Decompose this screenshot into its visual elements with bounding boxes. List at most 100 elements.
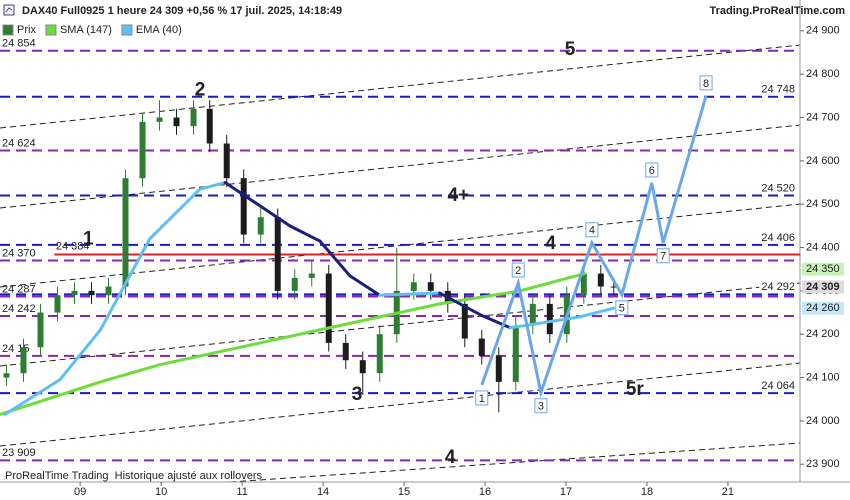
candle-body — [156, 117, 163, 122]
x-tick-label: 17 — [560, 486, 572, 498]
x-tick-label: 18 — [641, 486, 653, 498]
channel-line — [0, 44, 801, 129]
y-tick-label: 24 500 — [806, 198, 840, 210]
y-tick-label: 24 900 — [806, 25, 840, 37]
indicator-segment — [528, 315, 582, 327]
indicator-segment — [158, 345, 242, 367]
projection-label: 3 — [538, 401, 544, 413]
level-label: 23 909 — [2, 447, 36, 459]
candle-body — [223, 143, 230, 179]
level-label: 24 854 — [2, 38, 36, 50]
candle-body — [410, 282, 417, 291]
candle-body — [54, 295, 61, 313]
wave-label: 1 — [83, 229, 94, 250]
candle-body — [325, 273, 332, 343]
footer: ProRealTime Trading Historique ajusté au… — [5, 470, 262, 482]
wave-label: 3 — [352, 384, 363, 405]
level-label-bg — [759, 182, 797, 195]
instrument-icon — [3, 4, 15, 16]
candle-body — [20, 347, 27, 374]
indicator-segment — [58, 328, 102, 382]
candle-body — [206, 108, 213, 144]
level-label: 24 064 — [761, 380, 795, 392]
candle-body — [610, 286, 617, 288]
candle-body — [190, 108, 197, 127]
level-label: 24 287 — [2, 283, 36, 295]
candle-body — [342, 342, 349, 361]
level-label-bg — [759, 380, 797, 393]
indicator-segment — [318, 239, 352, 278]
indicator-segment — [378, 291, 442, 297]
projection-label: 1 — [479, 393, 485, 405]
indicator-segment — [438, 291, 482, 317]
projection-box — [656, 248, 670, 264]
indicator-segment — [3, 378, 62, 416]
indicator-segment — [223, 181, 292, 228]
level-label: 24 292 — [761, 281, 795, 293]
level-label-bg — [759, 83, 797, 96]
candle-body — [597, 273, 604, 287]
candle-body — [495, 355, 502, 382]
projection-box — [511, 262, 525, 278]
projection-box — [585, 222, 599, 238]
candle-body — [122, 178, 129, 287]
y-tick-label: 24 100 — [806, 371, 840, 383]
last-value-label: 24 309 — [806, 281, 840, 293]
last-value-box — [802, 262, 844, 276]
channel-line — [229, 442, 801, 483]
legend-label: Prix — [17, 24, 36, 36]
candle-body — [529, 303, 536, 326]
candle-body — [580, 273, 587, 296]
projection-box — [534, 398, 548, 414]
legend-label: EMA (40) — [136, 24, 182, 36]
x-tick-label: 15 — [398, 486, 410, 498]
last-value-label: 24 260 — [806, 302, 840, 314]
projection-label: 5 — [619, 303, 625, 315]
legend-swatch — [121, 24, 133, 36]
wave-label: 2 — [195, 80, 206, 101]
candle-body — [105, 286, 112, 296]
candle-body — [240, 178, 247, 235]
projection-label: 4 — [589, 225, 595, 237]
y-tick-label: 24 000 — [806, 415, 840, 427]
candle-body — [139, 121, 146, 179]
source: Trading.ProRealTime.com — [709, 5, 845, 17]
candle-body — [291, 277, 298, 291]
candle-body — [37, 312, 44, 348]
y-tick-label: 24 400 — [806, 241, 840, 253]
indicator-segment — [238, 328, 322, 349]
level-label: 24 370 — [2, 247, 36, 259]
indicator-segment — [98, 363, 162, 384]
candle-body — [3, 373, 10, 378]
candle-body — [71, 290, 78, 296]
y-tick-label: 24 600 — [806, 155, 840, 167]
wave-label: 5 — [565, 39, 576, 60]
level-label: 24 406 — [761, 232, 795, 244]
wave-label: 4+ — [447, 185, 469, 206]
candle-body — [478, 338, 485, 356]
candle-body — [173, 117, 180, 127]
legend-label: SMA (147) — [60, 24, 112, 36]
indicator-segment — [98, 237, 152, 332]
candle-body — [88, 290, 95, 296]
wave-label: 4 — [445, 447, 456, 468]
projection-box — [645, 162, 659, 178]
level-label: 24 624 — [2, 137, 36, 149]
level-label: 24 748 — [761, 84, 795, 96]
x-tick-label: 09 — [74, 486, 86, 498]
projection-label: 7 — [660, 251, 666, 263]
y-tick-label: 24 200 — [806, 328, 840, 340]
candle-body — [376, 334, 383, 374]
wave-label: 5r — [626, 379, 645, 400]
indicator-segment — [288, 224, 322, 243]
candle-body — [274, 217, 281, 291]
y-tick-label: 23 900 — [806, 458, 840, 470]
indicator-segment — [0, 380, 102, 416]
channel-line — [0, 124, 801, 209]
candle-body — [257, 217, 264, 235]
x-tick-label: 10 — [155, 486, 167, 498]
x-tick-label: 11 — [236, 486, 247, 498]
channel-line — [0, 362, 801, 447]
last-value-label: 24 350 — [806, 263, 840, 275]
wave-label: 4 — [545, 233, 556, 254]
